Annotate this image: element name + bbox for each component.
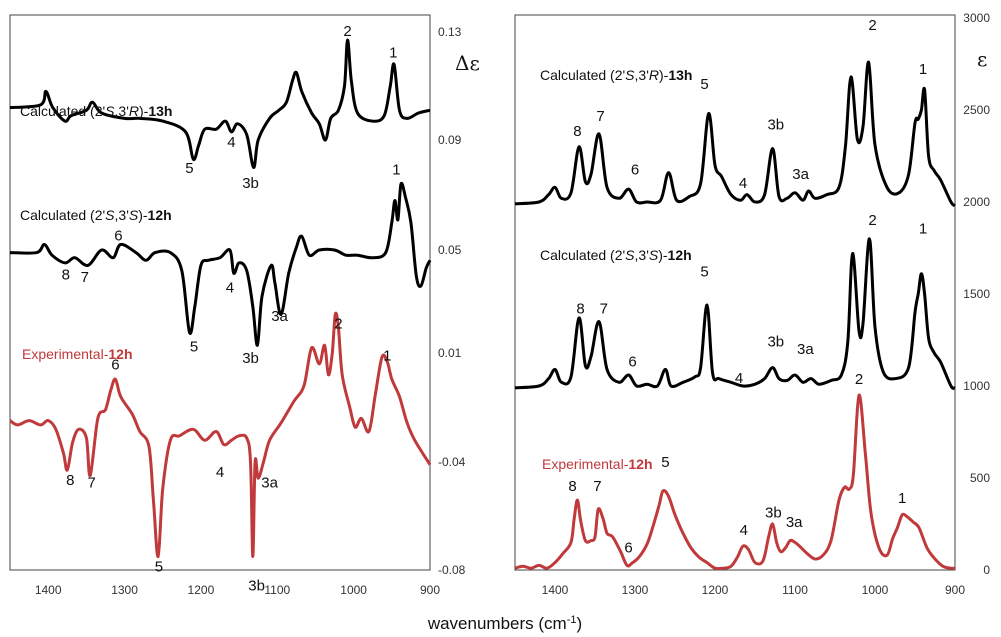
right-trace-label-12h: Calculated (2'S,3'S)-12h [540, 247, 692, 263]
left-peak-label: 3b [248, 577, 265, 594]
right-peak-label: 6 [628, 354, 636, 371]
left-peak-label: 4 [227, 134, 235, 151]
right-trace-label-13h: Calculated (2'S,3'R)-13h [540, 67, 692, 83]
left-trace-label-12h: Calculated (2'S,3'S)-12h [20, 207, 172, 223]
right-panel-frame [515, 15, 955, 570]
left-y-axis-symbol: Δε [455, 51, 480, 75]
right-peak-label: 2 [855, 371, 863, 388]
left-x-tick-label: 1400 [35, 583, 62, 597]
left-y-tick-label: -0.04 [438, 455, 466, 469]
right-peak-label: 5 [661, 454, 669, 471]
right-peak-label: 6 [631, 161, 639, 178]
left-peak-label: 5 [185, 160, 193, 177]
left-peak-label: 3b [242, 175, 259, 192]
right-peak-label: 5 [700, 76, 708, 93]
right-peak-label: 3b [767, 333, 784, 350]
left-peak-label: 1 [392, 161, 400, 178]
left-peak-label: 6 [114, 227, 122, 244]
left-trace-label-13h: Calculated (2'S,3'R)-13h [20, 103, 172, 119]
right-y-tick-label: 0 [983, 563, 990, 577]
right-peak-label: 3a [792, 166, 809, 183]
left-peak-label: 4 [226, 279, 234, 296]
left-peak-label: 2 [334, 316, 342, 333]
left-peak-label: 8 [62, 267, 70, 284]
left-x-tick-label: 1000 [340, 583, 367, 597]
right-trace-2 [515, 395, 955, 569]
right-peak-label: 8 [573, 123, 581, 140]
right-peak-label: 6 [624, 540, 632, 557]
left-peak-label: 8 [66, 472, 74, 489]
right-peak-label: 4 [735, 370, 743, 387]
right-y-tick-label: 3000 [963, 11, 990, 25]
right-peak-label: 3b [767, 116, 784, 133]
right-peak-label: 3a [786, 514, 803, 531]
left-peak-label: 1 [389, 45, 397, 62]
right-x-tick-label: 1200 [702, 583, 729, 597]
right-x-tick-label: 1100 [782, 583, 808, 597]
right-y-tick-label: 1500 [963, 287, 990, 301]
left-peak-label: 7 [81, 269, 89, 286]
left-y-tick-label: 0.01 [438, 346, 462, 360]
left-peak-label: 2 [343, 23, 351, 40]
left-y-tick-label: 0.09 [438, 133, 462, 147]
right-x-tick-label: 1300 [622, 583, 649, 597]
right-peak-label: 5 [700, 264, 708, 281]
right-peak-label: 7 [596, 108, 604, 125]
left-peak-label: 3a [271, 308, 288, 325]
right-y-tick-label: 2500 [963, 103, 990, 117]
right-x-tick-label: 1400 [542, 583, 569, 597]
left-x-tick-label: 1300 [111, 583, 138, 597]
right-peak-label: 2 [868, 17, 876, 34]
left-y-tick-label: 0.05 [438, 243, 462, 257]
left-trace-label-experimental: Experimental-12h [22, 346, 133, 362]
right-y-tick-label: 2000 [963, 195, 990, 209]
right-peak-label: 1 [919, 61, 927, 78]
left-peak-label: 1 [383, 348, 391, 365]
left-x-tick-label: 1200 [188, 583, 215, 597]
right-peak-label: 1 [919, 220, 927, 237]
left-peak-label: 3a [261, 475, 278, 492]
right-peak-label: 4 [740, 522, 748, 539]
x-axis-label: wavenumbers (cm-1) [427, 614, 582, 633]
right-peak-label: 2 [868, 212, 876, 229]
right-x-tick-label: 900 [945, 583, 965, 597]
right-trace-label-experimental: Experimental-12h [542, 456, 653, 472]
right-peak-label: 7 [600, 300, 608, 317]
left-peak-label: 3b [242, 350, 259, 367]
left-peak-label: 7 [88, 475, 96, 492]
right-y-tick-label: 1000 [963, 379, 990, 393]
right-peak-label: 4 [739, 175, 747, 192]
right-y-axis-symbol: ε [977, 47, 987, 71]
right-peak-label: 3a [797, 341, 814, 358]
right-peak-label: 3b [765, 505, 782, 522]
right-y-tick-label: 500 [970, 471, 990, 485]
left-peak-label: 4 [216, 464, 224, 481]
left-peak-label: 5 [190, 339, 198, 356]
right-x-tick-label: 1000 [862, 583, 889, 597]
left-peak-label: 5 [155, 558, 163, 575]
right-peak-label: 7 [593, 478, 601, 495]
left-x-tick-label: 900 [420, 583, 440, 597]
right-peak-label: 8 [568, 478, 576, 495]
left-x-tick-label: 1100 [264, 583, 290, 597]
left-y-tick-label: 0.13 [438, 25, 462, 39]
left-y-tick-label: -0.08 [438, 563, 466, 577]
right-peak-label: 1 [898, 490, 906, 507]
right-peak-label: 8 [576, 300, 584, 317]
